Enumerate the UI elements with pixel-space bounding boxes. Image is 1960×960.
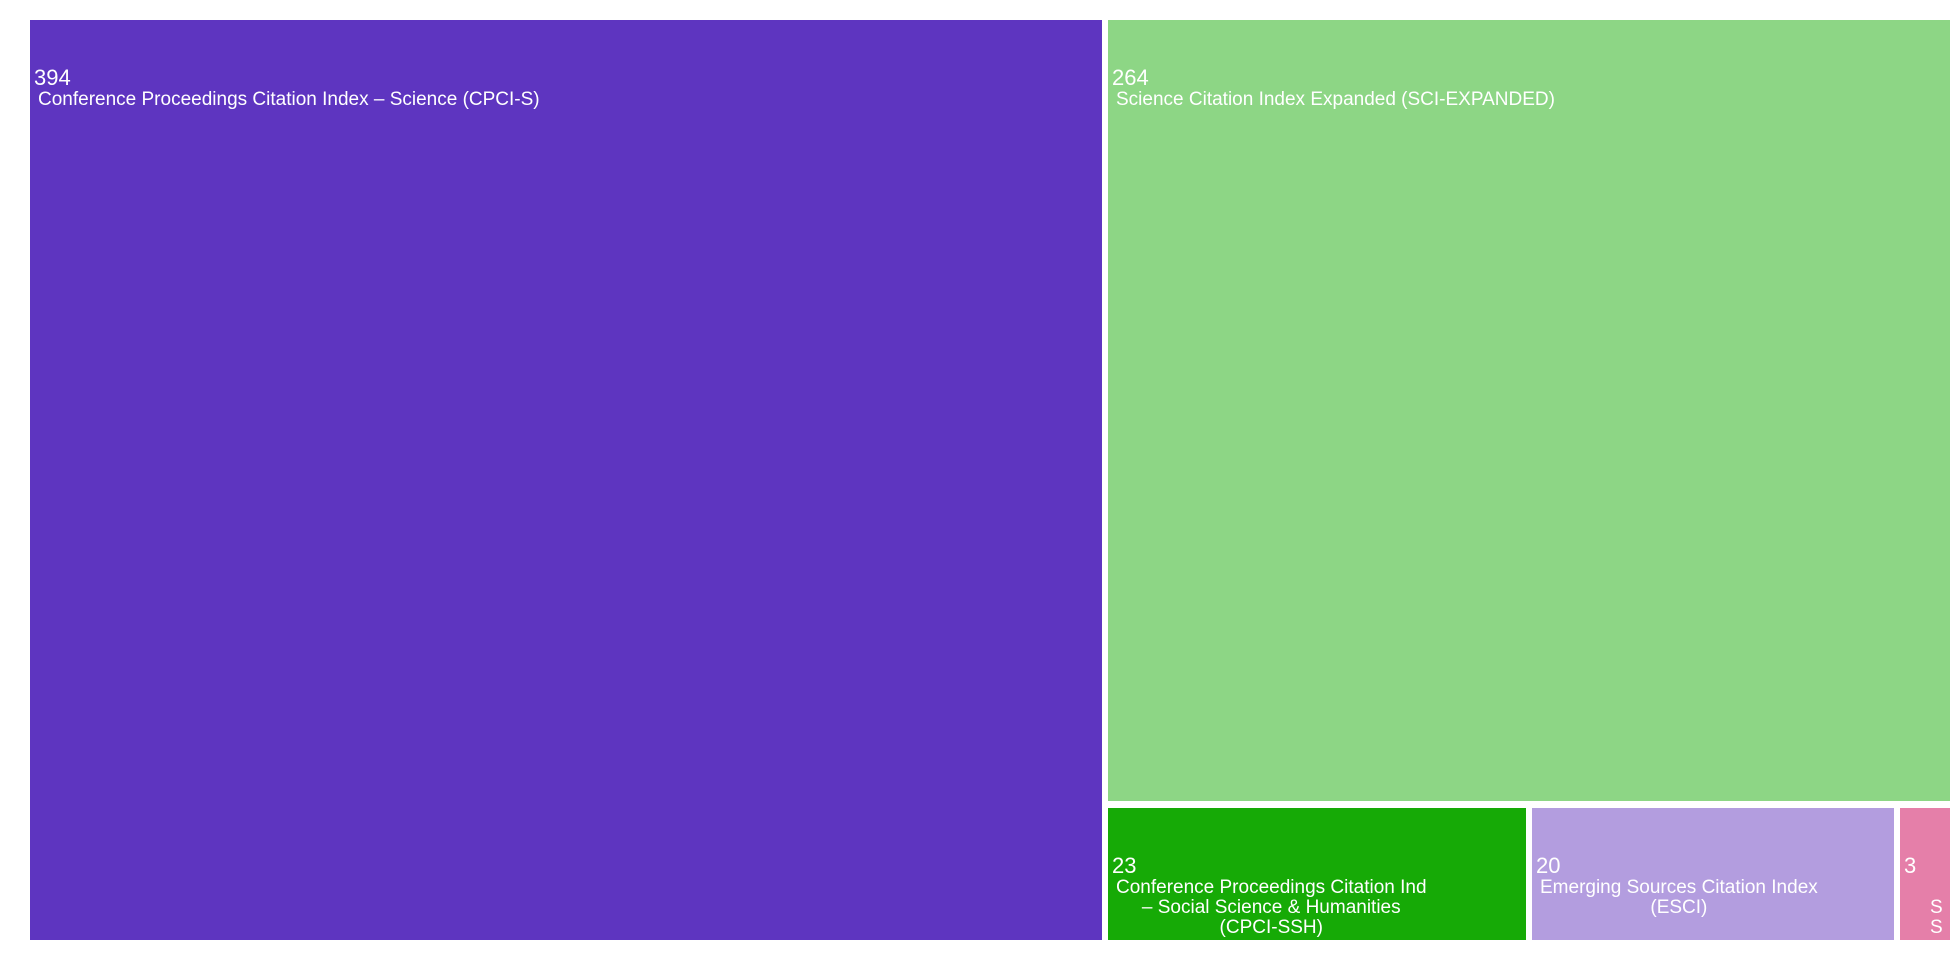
tile-value: 23 (1112, 853, 1137, 878)
tile-value: 3 (1904, 853, 1917, 878)
tile-label: Science Citation Index Expanded (SCI-EXP… (1116, 89, 1555, 110)
tile-value: 264 (1112, 65, 1149, 90)
treemap-tile[interactable]: 3 S S (1900, 808, 1950, 940)
tile-label: S S (1930, 897, 1943, 938)
tile-label: Emerging Sources Citation Index (ESCI) (1540, 877, 1818, 918)
tile-value: 20 (1536, 853, 1561, 878)
treemap-tile[interactable]: 394 Conference Proceedings Citation Index… (30, 20, 1102, 940)
tile-value: 394 (34, 65, 71, 90)
treemap-tile[interactable]: 264 Science Citation Index Expanded (SCI-… (1108, 20, 1950, 801)
treemap-tile[interactable]: 20 Emerging Sources Citation Index (ESCI) (1532, 808, 1894, 940)
tile-label: Conference Proceedings Citation Ind – So… (1116, 877, 1427, 938)
tile-label: Conference Proceedings Citation Index – … (38, 89, 540, 110)
treemap-tile[interactable]: 23 Conference Proceedings Citation Ind – … (1108, 808, 1526, 940)
